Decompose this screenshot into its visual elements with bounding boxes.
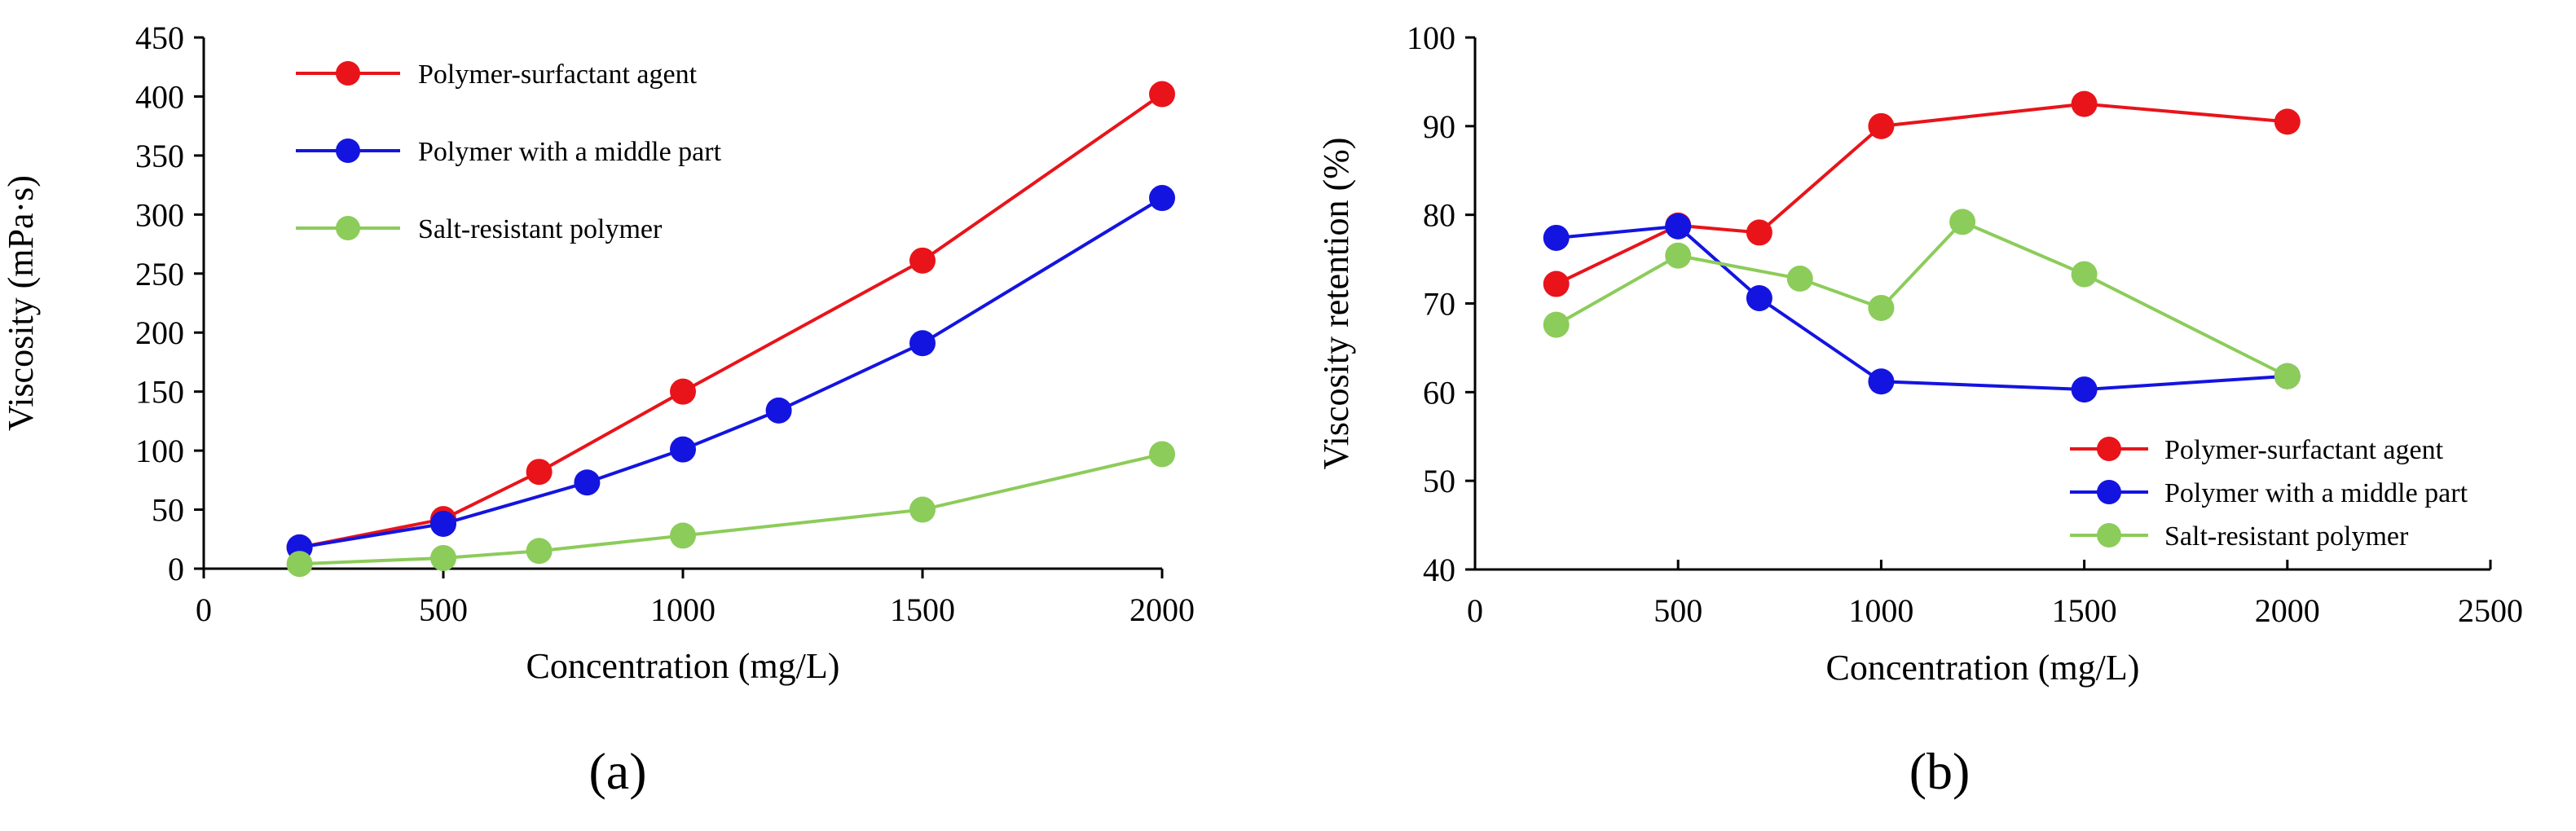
data-point bbox=[670, 436, 696, 463]
data-point bbox=[1665, 213, 1692, 240]
data-point bbox=[1149, 441, 1175, 468]
y-tick-label: 0 bbox=[168, 551, 184, 587]
x-tick-label: 1000 bbox=[650, 591, 716, 628]
series-line-2 bbox=[299, 452, 1163, 566]
data-point bbox=[670, 522, 696, 549]
y-tick-label: 50 bbox=[1423, 463, 1455, 499]
legend-label: Polymer with a middle part bbox=[2164, 478, 2468, 508]
data-point bbox=[2274, 363, 2301, 389]
data-point bbox=[2274, 108, 2301, 135]
y-tick-label: 250 bbox=[135, 256, 184, 292]
data-point bbox=[286, 551, 313, 578]
data-point bbox=[909, 247, 936, 274]
panel-label: (b) bbox=[1909, 742, 1971, 800]
series-line-1 bbox=[299, 196, 1164, 549]
y-tick-label: 350 bbox=[135, 138, 184, 174]
chart-a: 0 50 100 150 200 250 300 350 400 450 0 500 1000 1500 2… bbox=[1, 20, 1195, 800]
series-line-2 bbox=[1555, 219, 2288, 378]
data-point bbox=[1543, 270, 1570, 297]
data-point bbox=[1868, 368, 1895, 395]
y-tick-label: 90 bbox=[1423, 108, 1455, 145]
y-tick-label: 70 bbox=[1423, 286, 1455, 323]
panel-label: (a) bbox=[588, 742, 646, 800]
data-point bbox=[1543, 224, 1570, 251]
x-axis-title: Concentration (mg/L) bbox=[1826, 648, 2140, 688]
series-line-0 bbox=[1555, 102, 2288, 286]
y-tick-label: 40 bbox=[1423, 552, 1455, 588]
data-point bbox=[1149, 185, 1175, 212]
legend-marker bbox=[336, 138, 360, 163]
data-point bbox=[574, 469, 601, 496]
legend-label: Salt-resistant polymer bbox=[418, 214, 663, 244]
data-point bbox=[1786, 266, 1813, 292]
legend-label: Polymer-surfactant agent bbox=[418, 59, 698, 90]
data-point bbox=[1665, 242, 1692, 269]
data-point bbox=[2071, 90, 2098, 117]
legend-marker bbox=[2097, 437, 2121, 461]
data-point bbox=[1746, 284, 1772, 311]
data-point bbox=[2071, 376, 2098, 403]
data-point bbox=[909, 496, 936, 523]
data-point bbox=[526, 459, 553, 486]
data-point bbox=[765, 397, 792, 424]
legend-label: Salt-resistant polymer bbox=[2164, 521, 2409, 552]
x-tick-label: 500 bbox=[419, 591, 468, 628]
data-point bbox=[526, 538, 553, 565]
data-point bbox=[1868, 294, 1895, 321]
x-tick-label: 2500 bbox=[2458, 592, 2523, 629]
x-tick-label: 2000 bbox=[2255, 592, 2320, 629]
data-point bbox=[1149, 81, 1175, 108]
legend: Polymer-surfactant agent Polymer with a m… bbox=[296, 59, 722, 244]
x-tick-label: 500 bbox=[1653, 592, 1702, 629]
data-point bbox=[670, 378, 696, 405]
data-point bbox=[1746, 219, 1772, 246]
series-line-0 bbox=[299, 92, 1164, 549]
data-point bbox=[1949, 209, 1976, 235]
x-tick-label: 1500 bbox=[890, 591, 955, 628]
legend-label: Polymer-surfactant agent bbox=[2164, 435, 2444, 465]
x-tick-label: 1000 bbox=[1848, 592, 1913, 629]
data-point bbox=[430, 510, 456, 537]
data-point bbox=[1868, 112, 1895, 139]
y-tick-label: 100 bbox=[135, 433, 184, 469]
legend-marker bbox=[2097, 523, 2121, 547]
data-point bbox=[909, 330, 936, 357]
x-tick-label: 1500 bbox=[2052, 592, 2117, 629]
legend-label: Polymer with a middle part bbox=[418, 137, 722, 167]
series-line-1 bbox=[1556, 224, 2288, 392]
y-tick-label: 300 bbox=[135, 196, 184, 233]
data-point bbox=[430, 544, 456, 571]
data-point bbox=[1543, 311, 1570, 338]
y-axis-title: Viscosity retention (%) bbox=[1316, 138, 1356, 470]
legend-marker bbox=[336, 216, 360, 240]
legend-marker bbox=[336, 61, 360, 86]
x-tick-label: 0 bbox=[1467, 592, 1483, 629]
y-tick-label: 200 bbox=[135, 314, 184, 351]
y-tick-label: 50 bbox=[152, 492, 184, 529]
y-tick-label: 450 bbox=[135, 20, 184, 56]
legend-marker bbox=[2097, 480, 2121, 504]
data-point bbox=[2071, 261, 2098, 288]
y-tick-label: 400 bbox=[135, 78, 184, 115]
legend: Polymer-surfactant agent Polymer with a m… bbox=[2070, 435, 2468, 552]
y-tick-label: 150 bbox=[135, 374, 184, 411]
y-tick-label: 60 bbox=[1423, 374, 1455, 411]
y-axis-title: Viscosity (mPa·s) bbox=[1, 175, 41, 431]
x-axis-title: Concentration (mg/L) bbox=[526, 646, 840, 686]
y-tick-label: 80 bbox=[1423, 197, 1455, 234]
y-tick-label: 100 bbox=[1407, 20, 1455, 56]
x-tick-label: 2000 bbox=[1129, 591, 1195, 628]
x-tick-label: 0 bbox=[196, 591, 212, 628]
